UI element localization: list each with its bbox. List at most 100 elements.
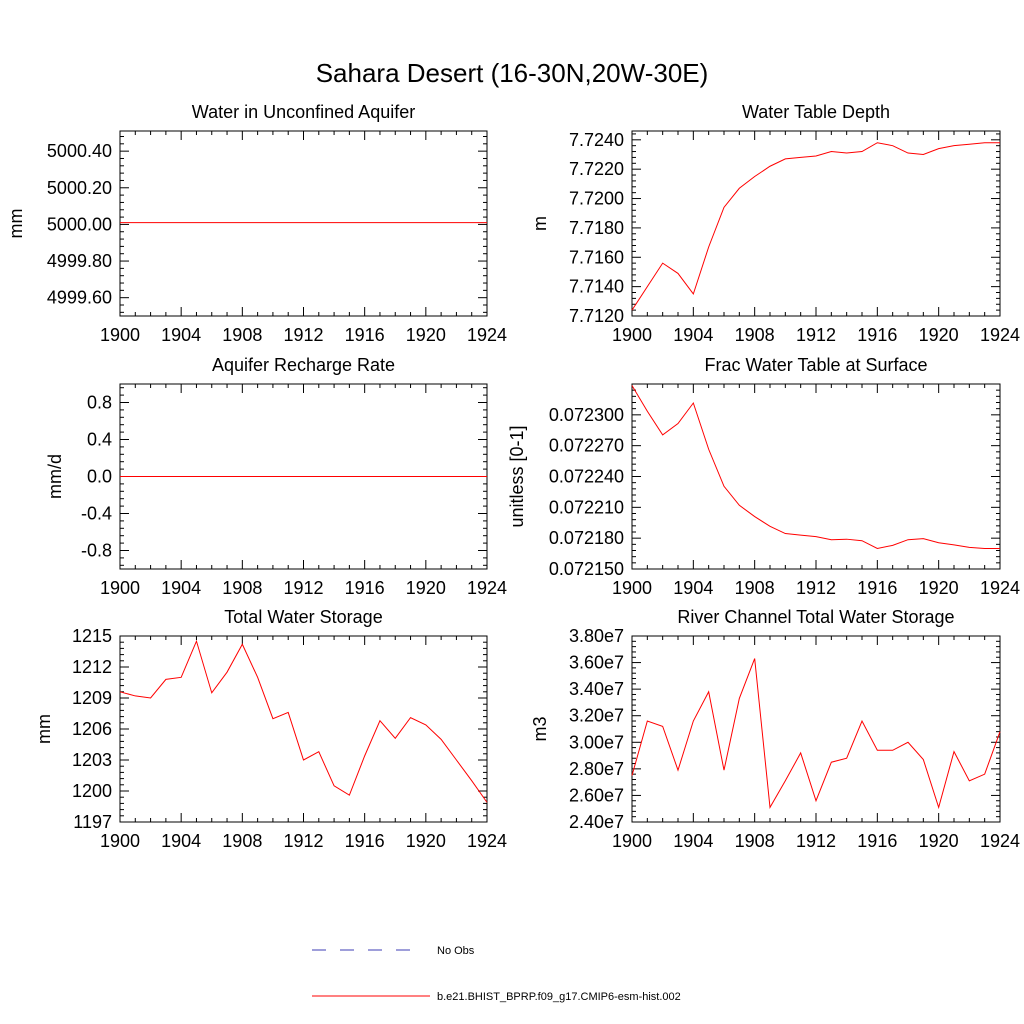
y-tick-label: 7.7180 — [569, 218, 624, 238]
y-axis-label: unitless [0-1] — [507, 425, 527, 527]
y-axis-label: m3 — [530, 716, 550, 741]
y-tick-label: 3.20e7 — [569, 706, 624, 726]
x-tick-label: 1900 — [100, 831, 140, 851]
y-tick-label: 2.40e7 — [569, 812, 624, 832]
x-tick-label: 1916 — [345, 831, 385, 851]
panels: Water in Unconfined Aquifer mm 1900 1904 190… — [6, 102, 1020, 851]
y-tick-label: 7.7120 — [569, 306, 624, 326]
series-line — [631, 658, 1001, 810]
legend-label-model: b.e21.BHIST_BPRP.f09_g17.CMIP6-esm-hist.… — [437, 991, 681, 1003]
x-tick-label: 1916 — [857, 325, 897, 345]
x-tick-label: 1916 — [345, 578, 385, 598]
panel-title: Water in Unconfined Aquifer — [192, 102, 415, 122]
y-tick-label: -0.4 — [81, 504, 112, 524]
x-tick-label: 1900 — [100, 325, 140, 345]
y-axis-label: mm/d — [45, 454, 65, 499]
x-tick-label: 1904 — [673, 831, 713, 851]
x-tick-label: 1924 — [980, 325, 1020, 345]
x-tick-label: 1912 — [796, 578, 836, 598]
y-tick-label: 0.072150 — [549, 559, 624, 579]
x-tick-label: 1920 — [919, 831, 959, 851]
x-tick-label: 1908 — [222, 578, 262, 598]
x-tick-label: 1908 — [222, 325, 262, 345]
y-tick-label: 1197 — [73, 812, 112, 832]
x-tick-label: 1920 — [406, 325, 446, 345]
x-tick-label: 1924 — [980, 831, 1020, 851]
y-tick-label: 3.80e7 — [569, 626, 624, 646]
series-line — [631, 385, 1000, 549]
x-tick-label: 1900 — [100, 578, 140, 598]
x-tick-label: 1924 — [467, 325, 507, 345]
panel-title: River Channel Total Water Storage — [677, 607, 954, 627]
y-tick-label: 5000.20 — [47, 178, 112, 198]
y-tick-label: -0.8 — [81, 541, 112, 561]
panel-water-table-depth: Water Table Depth m 1900 1904 1908 1912 1916 19… — [530, 102, 1020, 345]
x-tick-label: 1900 — [612, 578, 652, 598]
x-tick-label: 1904 — [161, 831, 201, 851]
y-tick-label: 0.072240 — [549, 467, 624, 487]
y-tick-label: 0.072210 — [549, 497, 624, 517]
y-tick-label: 1203 — [72, 750, 112, 770]
x-tick-label: 1908 — [222, 831, 262, 851]
x-tick-label: 1924 — [467, 831, 507, 851]
x-tick-label: 1912 — [283, 831, 323, 851]
x-tick-label: 1916 — [857, 578, 897, 598]
x-tick-label: 1904 — [161, 578, 201, 598]
x-tick-label: 1912 — [283, 578, 323, 598]
x-tick-label: 1912 — [796, 325, 836, 345]
panel-title: Water Table Depth — [742, 102, 890, 122]
y-tick-label: 0.072180 — [549, 528, 624, 548]
x-tick-label: 1916 — [857, 831, 897, 851]
panel-title: Aquifer Recharge Rate — [212, 355, 395, 375]
y-tick-label: 5000.40 — [47, 141, 112, 161]
series-line — [119, 639, 488, 803]
panel-river-channel-total-water-storage: River Channel Total Water Storage m3 1900 1… — [530, 607, 1020, 851]
y-axis-label: mm — [6, 209, 26, 239]
y-tick-label: 1212 — [72, 657, 112, 677]
panel-water-in-unconfined-aquifer: Water in Unconfined Aquifer mm 1900 1904 190… — [6, 102, 507, 345]
x-tick-label: 1912 — [283, 325, 323, 345]
x-tick-label: 1920 — [919, 578, 959, 598]
x-tick-label: 1920 — [919, 325, 959, 345]
y-tick-label: 3.40e7 — [569, 679, 624, 699]
panel-title: Frac Water Table at Surface — [704, 355, 927, 375]
y-tick-label: 0.072300 — [549, 405, 624, 425]
y-tick-label: 1200 — [72, 781, 112, 801]
x-tick-label: 1916 — [345, 325, 385, 345]
plot-frame — [119, 130, 488, 317]
plot-frame — [119, 635, 488, 823]
y-tick-label: 1209 — [72, 688, 112, 708]
x-tick-label: 1908 — [735, 831, 775, 851]
figure-title: Sahara Desert (16-30N,20W-30E) — [316, 58, 709, 88]
x-tick-label: 1904 — [673, 578, 713, 598]
panel-aquifer-recharge-rate: Aquifer Recharge Rate mm/d 1900 1904 1908 191… — [45, 355, 507, 598]
y-tick-label: 7.7240 — [569, 130, 624, 150]
x-tick-label: 1904 — [161, 325, 201, 345]
panel-total-water-storage: Total Water Storage mm 1900 1904 1908 1912 191… — [34, 607, 507, 851]
y-tick-label: 7.7160 — [569, 247, 624, 267]
y-tick-label: 1215 — [72, 626, 112, 646]
plot-frame — [631, 635, 1001, 823]
y-tick-label: 5000.00 — [47, 214, 112, 234]
y-tick-label: 7.7220 — [569, 159, 624, 179]
y-tick-label: 7.7140 — [569, 277, 624, 297]
y-tick-label: 0.0 — [87, 467, 112, 487]
y-axis-label: m — [530, 216, 550, 231]
y-tick-label: 4999.60 — [47, 288, 112, 308]
y-axis-label: mm — [34, 714, 54, 744]
x-tick-label: 1912 — [796, 831, 836, 851]
x-tick-label: 1908 — [735, 325, 775, 345]
x-tick-label: 1900 — [612, 831, 652, 851]
y-tick-label: 4999.80 — [47, 251, 112, 271]
y-tick-label: 3.60e7 — [569, 653, 624, 673]
series-line — [631, 142, 1000, 311]
y-tick-label: 2.60e7 — [569, 785, 624, 805]
y-tick-label: 0.072270 — [549, 436, 624, 456]
x-tick-label: 1908 — [735, 578, 775, 598]
y-tick-label: 2.80e7 — [569, 759, 624, 779]
y-tick-label: 0.8 — [87, 393, 112, 413]
y-tick-label: 1206 — [72, 719, 112, 739]
legend: No Obs b.e21.BHIST_BPRP.f09_g17.CMIP6-es… — [312, 945, 681, 1003]
panel-title: Total Water Storage — [224, 607, 382, 627]
